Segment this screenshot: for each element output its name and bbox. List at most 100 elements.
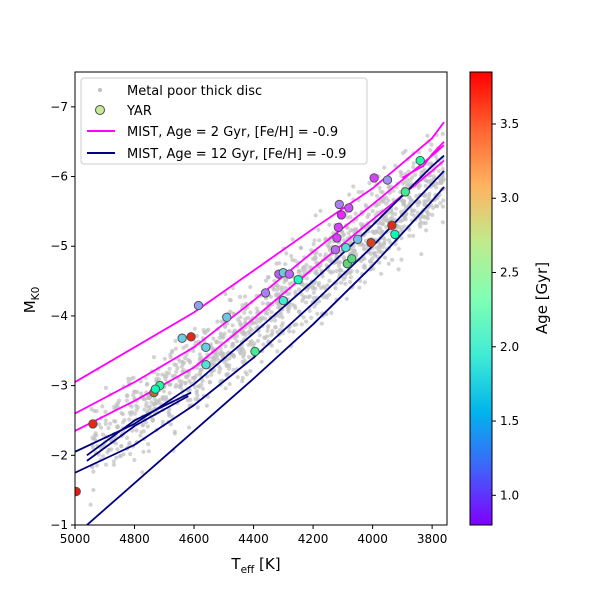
thick-disc-point [172,362,177,367]
isochrone-12gyr-line [86,395,189,462]
thick-disc-point [284,251,289,256]
thick-disc-point [217,364,222,369]
thick-disc-point [362,263,367,268]
thick-disc-point [340,233,345,238]
colorbar-ticks: 1.0 1.5 2.0 2.5 3.0 3.5 [492,117,519,502]
thick-disc-point [91,487,96,493]
thick-disc-point [440,131,445,136]
thick-disc-point [109,447,114,452]
thick-disc-point [377,244,382,249]
yar-point [330,245,341,255]
thick-disc-point [269,333,274,338]
thick-disc-point [362,280,367,285]
thick-disc-point [391,188,396,193]
thick-disc-point [337,268,342,273]
thick-disc-point [139,391,144,396]
thick-disc-point [382,237,387,242]
legend-marker-thick-disc [98,88,102,92]
thick-disc-point [275,349,280,354]
thick-disc-point [307,265,312,270]
yar-point [333,222,344,233]
thick-disc-point [181,345,186,350]
thick-disc-point [103,409,108,414]
thick-disc-point [145,424,150,429]
yar-point [278,295,288,306]
thick-disc-point [243,317,248,322]
thick-disc-point [117,454,123,459]
thick-disc-point [227,366,232,371]
thick-disc-point [311,295,316,301]
thick-disc-point [362,246,367,251]
thick-disc-point [398,219,403,224]
thick-disc-point [315,311,320,316]
thick-disc-point [260,301,265,306]
thick-disc-point [211,336,216,341]
thick-disc-point [323,236,328,241]
thick-disc-point [372,251,377,256]
thick-disc-point [207,380,213,385]
thick-disc-point [231,285,236,291]
thick-disc-point [333,286,338,291]
thick-disc-point [257,333,262,338]
thick-disc-point [242,310,247,315]
yar-point [332,233,342,243]
thick-disc-point [273,325,278,330]
thick-disc-point [410,208,415,213]
thick-disc-point [247,331,252,336]
thick-disc-point [264,278,269,283]
thick-disc-point [290,237,295,242]
yar-point [222,312,232,322]
thick-disc-point [115,447,120,452]
thick-disc-point [176,357,181,362]
thick-disc-point [144,382,149,387]
thick-disc-point [407,233,412,238]
yar-point [415,155,425,166]
thick-disc-point [228,309,233,314]
thick-disc-point [269,310,274,315]
thick-disc-point [231,367,236,372]
thick-disc-point [156,398,161,403]
thick-disc-point [382,165,387,170]
thick-disc-point [384,201,389,206]
thick-disc-point [377,185,382,190]
colorbar-tick-label: 2.0 [500,340,519,354]
thick-disc-point [108,421,113,426]
x-axis-label-sub: eff [241,564,255,576]
thick-disc-point [277,339,282,344]
thick-disc-point [317,264,322,269]
thick-disc-point [160,372,165,377]
thick-disc-point [274,261,279,266]
thick-disc-point [316,281,322,286]
thick-disc-point [275,287,280,292]
thick-disc-point [162,356,167,361]
yar-point [201,360,211,370]
thick-disc-point [304,276,309,281]
thick-disc-point [146,449,151,454]
thick-disc-point [273,293,279,298]
thick-disc-point [197,352,202,357]
thick-disc-point [161,397,166,402]
thick-disc-point [283,286,288,291]
yar-point [366,238,376,248]
thick-disc-point [399,236,404,241]
thick-disc-point [285,307,290,312]
thick-disc-point [217,370,222,375]
thick-disc-point [366,212,371,217]
thick-disc-point [195,405,200,410]
thick-disc-point [376,249,381,254]
y-tick-label: −5 [50,239,68,253]
thick-disc-point [369,191,374,197]
yar-point [353,234,363,244]
yar-point [193,300,204,311]
yar-point [88,419,98,429]
thick-disc-point [94,463,99,468]
isochrone-2gyr-line [75,159,445,432]
thick-disc-point [440,204,446,209]
thick-disc-point [431,205,436,210]
thick-disc-point [127,442,132,447]
thick-disc-point [195,393,200,398]
thick-disc-point [99,425,104,430]
thick-disc-point [296,270,301,275]
thick-disc-point [105,450,110,455]
thick-disc-point [242,294,248,299]
